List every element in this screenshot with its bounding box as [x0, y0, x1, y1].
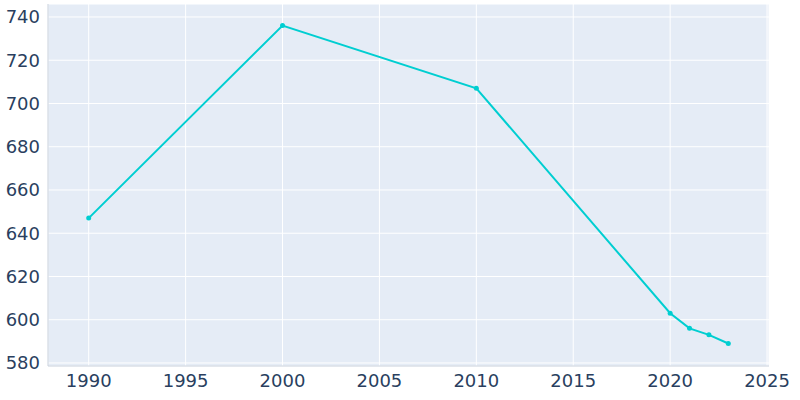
svg-text:2015: 2015	[550, 370, 596, 391]
svg-text:2020: 2020	[647, 370, 693, 391]
svg-text:660: 660	[8, 179, 40, 200]
svg-text:2000: 2000	[260, 370, 306, 391]
svg-text:640: 640	[8, 223, 40, 244]
svg-text:600: 600	[8, 309, 40, 330]
svg-text:580: 580	[8, 352, 40, 373]
svg-text:700: 700	[8, 93, 40, 114]
svg-text:2010: 2010	[453, 370, 499, 391]
svg-text:680: 680	[8, 136, 40, 157]
svg-text:1990: 1990	[66, 370, 112, 391]
svg-text:2005: 2005	[357, 370, 403, 391]
svg-text:620: 620	[8, 266, 40, 287]
svg-text:740: 740	[8, 6, 40, 27]
svg-text:1995: 1995	[163, 370, 209, 391]
svg-text:2025: 2025	[744, 370, 790, 391]
svg-text:720: 720	[8, 50, 40, 71]
